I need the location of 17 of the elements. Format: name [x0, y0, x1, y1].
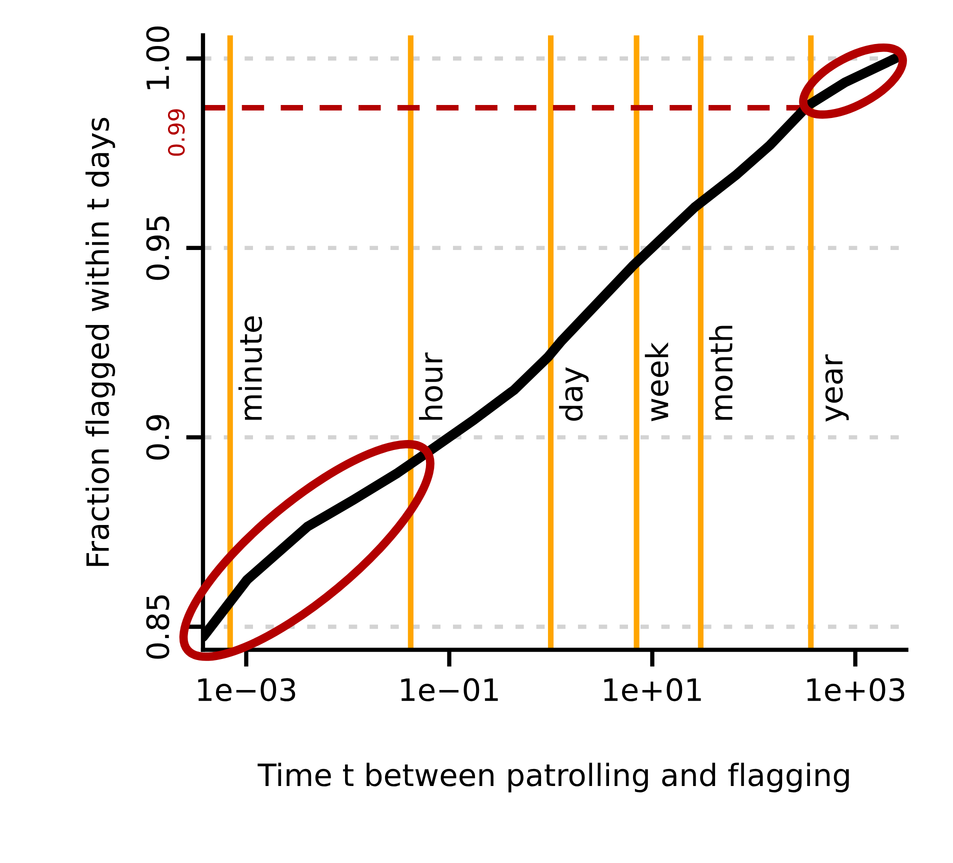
y-tick-label: 0.9	[146, 415, 170, 460]
y-tick-label: 0.85	[146, 595, 170, 659]
ref-line-label: hour	[419, 352, 443, 420]
ref-line-label: week	[644, 342, 669, 422]
ref-line-label: 0.99	[168, 109, 185, 156]
ref-line-label: minute	[238, 316, 262, 420]
y-tick-label: 1.00	[146, 26, 170, 90]
y-tick-label: 0.95	[146, 216, 170, 280]
y-axis-title: Fraction flagged within t days	[86, 118, 116, 566]
ref-line-label: month	[709, 326, 733, 420]
x-tick-label: 1e−03	[198, 678, 296, 702]
x-tick-label: 1e+01	[604, 678, 701, 702]
x-tick-label: 1e+03	[807, 678, 904, 702]
ref-line-label: year	[825, 354, 849, 422]
x-axis-title: Time t between patrolling and flagging	[258, 762, 849, 792]
x-tick-label: 1e−01	[401, 678, 498, 702]
ref-line-label: day	[559, 367, 589, 421]
